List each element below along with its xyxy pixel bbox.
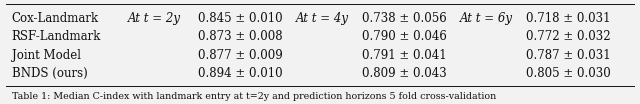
Text: Cox-Landmark: Cox-Landmark (12, 12, 99, 25)
Text: RSF-Landmark: RSF-Landmark (12, 30, 101, 43)
Text: 0.787 ± 0.031: 0.787 ± 0.031 (526, 49, 611, 62)
Text: 0.894 ± 0.010: 0.894 ± 0.010 (198, 67, 283, 80)
Text: 0.772 ± 0.032: 0.772 ± 0.032 (526, 30, 611, 43)
Text: BNDS (ours): BNDS (ours) (12, 67, 87, 80)
Text: 0.873 ± 0.008: 0.873 ± 0.008 (198, 30, 283, 43)
Text: 0.791 ± 0.041: 0.791 ± 0.041 (362, 49, 446, 62)
Text: Table 1: Median C-index with landmark entry at t=2y and prediction horizons 5 fo: Table 1: Median C-index with landmark en… (12, 92, 496, 101)
Text: 0.718 ± 0.031: 0.718 ± 0.031 (526, 12, 611, 25)
Text: 0.738 ± 0.056: 0.738 ± 0.056 (362, 12, 446, 25)
Text: At t = 4y: At t = 4y (296, 12, 349, 25)
Text: At t = 6y: At t = 6y (460, 12, 513, 25)
Text: 0.790 ± 0.046: 0.790 ± 0.046 (362, 30, 447, 43)
Text: 0.809 ± 0.043: 0.809 ± 0.043 (362, 67, 446, 80)
Text: 0.805 ± 0.030: 0.805 ± 0.030 (526, 67, 611, 80)
Text: Joint Model: Joint Model (12, 49, 81, 62)
Text: 0.845 ± 0.010: 0.845 ± 0.010 (198, 12, 283, 25)
Text: 0.877 ± 0.009: 0.877 ± 0.009 (198, 49, 283, 62)
Text: At t = 2y: At t = 2y (128, 12, 181, 25)
